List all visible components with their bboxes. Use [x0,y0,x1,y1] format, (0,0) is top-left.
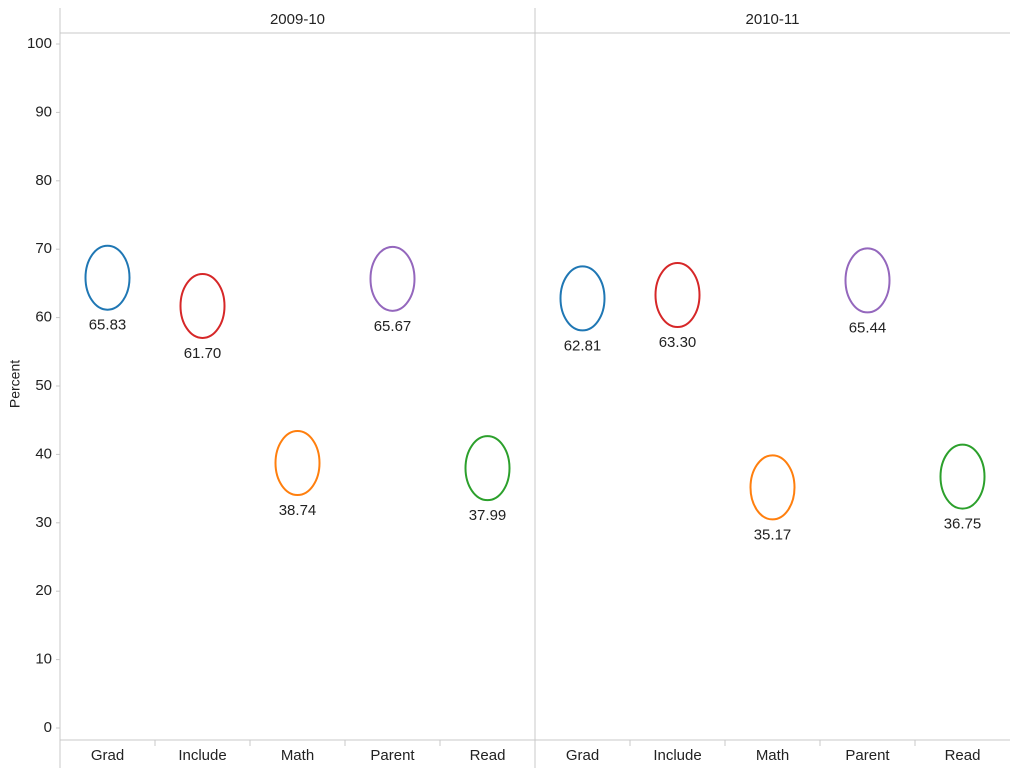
panel-title: 2009-10 [270,11,325,28]
y-tick-label: 90 [35,103,52,120]
dot [464,435,511,502]
dot [844,247,891,314]
y-tick-label: 100 [27,35,52,52]
dot [179,272,226,339]
x-tick-label: Grad [91,747,124,764]
y-tick-label: 80 [35,172,52,189]
x-tick-label: Math [281,747,314,764]
value-label: 65.44 [849,319,887,336]
value-label: 61.70 [184,345,222,362]
y-tick-label: 0 [44,719,52,736]
x-tick-label: Math [756,747,789,764]
dot [654,262,701,329]
value-label: 65.83 [89,317,127,334]
value-label: 38.74 [279,502,317,519]
dot [369,245,416,312]
value-label: 36.75 [944,516,982,533]
panel-title: 2010-11 [746,11,800,28]
x-tick-label: Read [470,747,506,764]
y-axis-title: Percent [7,360,23,408]
dot [749,454,796,521]
y-tick-label: 40 [35,445,52,462]
dot [274,430,321,497]
value-label: 63.30 [659,334,697,351]
y-tick-label: 30 [35,514,52,531]
dot [84,244,131,311]
x-tick-label: Parent [845,747,890,764]
value-label: 65.67 [374,318,412,335]
dot [559,265,606,332]
x-tick-label: Grad [566,747,599,764]
x-tick-label: Include [178,747,226,764]
y-tick-label: 10 [35,651,52,668]
y-tick-label: 70 [35,240,52,257]
x-tick-label: Parent [370,747,415,764]
y-tick-label: 60 [35,309,52,326]
y-tick-label: 20 [35,582,52,599]
x-tick-label: Include [653,747,701,764]
y-tick-label: 50 [35,377,52,394]
value-label: 35.17 [754,526,792,543]
value-label: 37.99 [469,507,507,524]
dot [939,443,986,510]
value-label: 62.81 [564,337,602,354]
x-tick-label: Read [945,747,981,764]
